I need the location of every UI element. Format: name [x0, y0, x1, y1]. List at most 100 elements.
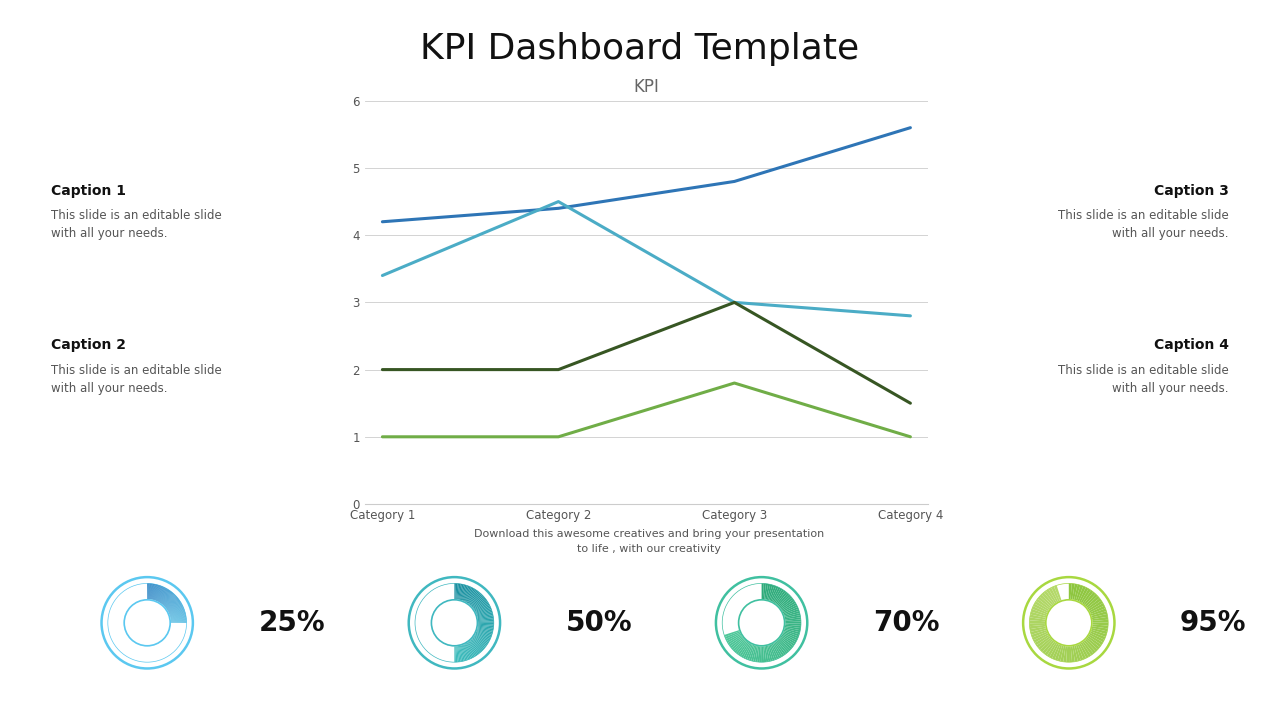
Wedge shape	[754, 645, 758, 662]
Wedge shape	[471, 639, 484, 651]
Wedge shape	[1032, 631, 1048, 640]
Wedge shape	[1030, 614, 1046, 620]
Wedge shape	[415, 583, 494, 662]
Wedge shape	[1057, 645, 1064, 661]
Wedge shape	[1034, 601, 1050, 611]
Wedge shape	[476, 608, 492, 615]
Wedge shape	[782, 633, 797, 642]
Wedge shape	[765, 645, 771, 662]
Wedge shape	[1046, 589, 1057, 604]
Wedge shape	[785, 615, 800, 619]
Wedge shape	[169, 608, 184, 614]
Wedge shape	[730, 636, 744, 648]
Wedge shape	[465, 588, 474, 603]
Wedge shape	[764, 584, 768, 600]
Text: Caption 4: Caption 4	[1153, 338, 1229, 352]
Wedge shape	[476, 611, 493, 616]
Wedge shape	[170, 614, 186, 618]
Wedge shape	[152, 585, 157, 600]
Wedge shape	[161, 593, 173, 606]
Wedge shape	[475, 632, 490, 641]
Circle shape	[739, 600, 785, 646]
Wedge shape	[474, 602, 489, 611]
Text: This slide is an editable slide
with all your needs.: This slide is an editable slide with all…	[51, 364, 221, 395]
Wedge shape	[777, 639, 790, 652]
Wedge shape	[1074, 644, 1080, 661]
Wedge shape	[474, 636, 488, 646]
Wedge shape	[1064, 646, 1068, 662]
Wedge shape	[475, 633, 489, 642]
Wedge shape	[170, 619, 187, 621]
Wedge shape	[773, 589, 783, 604]
Wedge shape	[783, 609, 799, 616]
Wedge shape	[1088, 600, 1103, 611]
Wedge shape	[1074, 585, 1080, 600]
Wedge shape	[168, 605, 183, 613]
Wedge shape	[1039, 594, 1053, 608]
Wedge shape	[737, 641, 749, 655]
Wedge shape	[461, 585, 467, 601]
Wedge shape	[460, 584, 463, 600]
Wedge shape	[472, 637, 485, 649]
Wedge shape	[465, 643, 474, 658]
Wedge shape	[170, 616, 186, 620]
Wedge shape	[155, 586, 161, 601]
Wedge shape	[477, 626, 494, 629]
Wedge shape	[1085, 596, 1100, 608]
Wedge shape	[1041, 639, 1053, 652]
Wedge shape	[161, 592, 173, 605]
Wedge shape	[169, 612, 186, 617]
Wedge shape	[477, 623, 494, 624]
Wedge shape	[763, 583, 765, 600]
Wedge shape	[474, 601, 488, 611]
Wedge shape	[157, 588, 166, 603]
Circle shape	[431, 600, 477, 646]
Wedge shape	[477, 626, 493, 631]
Text: 95%: 95%	[1180, 609, 1247, 636]
Wedge shape	[166, 600, 180, 610]
Wedge shape	[744, 643, 751, 659]
Text: KPI Dashboard Template: KPI Dashboard Template	[420, 32, 860, 66]
Circle shape	[1046, 600, 1092, 646]
Wedge shape	[466, 589, 476, 603]
Wedge shape	[160, 590, 170, 604]
Wedge shape	[169, 611, 186, 616]
Wedge shape	[471, 596, 484, 608]
Wedge shape	[170, 618, 187, 620]
Wedge shape	[1084, 639, 1098, 652]
Wedge shape	[472, 598, 486, 609]
Wedge shape	[1070, 646, 1075, 662]
Wedge shape	[157, 588, 166, 603]
Wedge shape	[466, 642, 476, 657]
Wedge shape	[154, 585, 160, 601]
Wedge shape	[156, 587, 164, 602]
Wedge shape	[1042, 640, 1055, 654]
Wedge shape	[762, 583, 764, 600]
Wedge shape	[1036, 634, 1050, 645]
Wedge shape	[782, 603, 796, 613]
Wedge shape	[1083, 639, 1096, 654]
Wedge shape	[1032, 630, 1047, 638]
Wedge shape	[155, 585, 161, 601]
Wedge shape	[152, 584, 156, 600]
Wedge shape	[769, 644, 777, 660]
Wedge shape	[476, 627, 493, 632]
Wedge shape	[1091, 611, 1107, 618]
Wedge shape	[1079, 588, 1088, 603]
Wedge shape	[780, 636, 794, 648]
Wedge shape	[456, 583, 460, 600]
Wedge shape	[465, 643, 472, 659]
Wedge shape	[780, 600, 795, 610]
Wedge shape	[1038, 637, 1052, 650]
Wedge shape	[785, 625, 801, 628]
Wedge shape	[163, 593, 174, 606]
Wedge shape	[740, 642, 750, 657]
Wedge shape	[475, 606, 490, 614]
Wedge shape	[150, 584, 154, 600]
Wedge shape	[785, 621, 801, 624]
Wedge shape	[166, 603, 182, 611]
Text: Caption 3: Caption 3	[1155, 184, 1229, 197]
Wedge shape	[745, 644, 753, 660]
Wedge shape	[780, 598, 794, 609]
Wedge shape	[476, 628, 493, 634]
